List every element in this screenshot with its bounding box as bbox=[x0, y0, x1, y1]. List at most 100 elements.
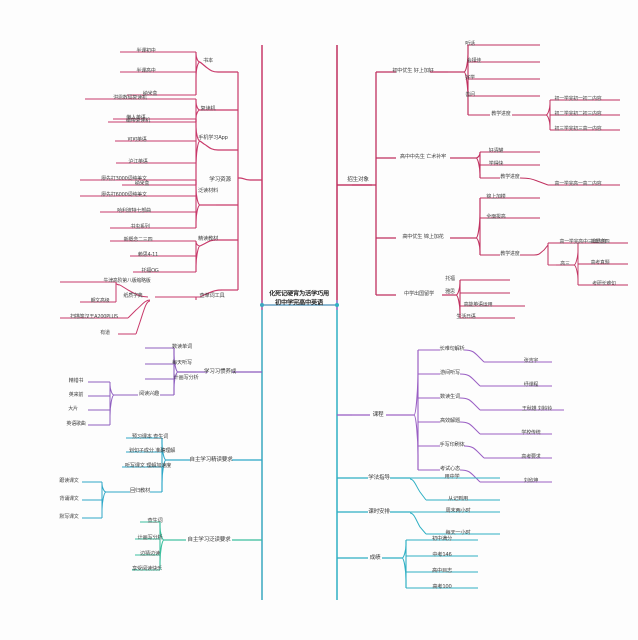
node-obedient[interactable]: 听话 bbox=[465, 41, 475, 48]
node-banke-senior[interactable]: 半课高中 bbox=[136, 68, 156, 75]
node-teacher-zhang[interactable]: 张吉宇 bbox=[523, 358, 539, 365]
branch-study-habits[interactable]: 学习习惯养成 bbox=[203, 368, 237, 375]
node-interval-dictation[interactable]: 游间听写 bbox=[440, 370, 460, 377]
node-teachers-wang-liu[interactable]: 王秋雄 刘铃铃 bbox=[521, 406, 553, 413]
branch-learning-resources[interactable]: 学习资源 bbox=[209, 176, 231, 183]
node-comprehensive-boost[interactable]: 全面拔高 bbox=[486, 214, 506, 221]
branch-grades[interactable]: 成绩 bbox=[369, 554, 381, 561]
node-preview-lookup[interactable]: 预习课本 查生词 bbox=[131, 434, 169, 441]
node-repeater[interactable]: 复读机 bbox=[200, 106, 216, 113]
node-good-foundation[interactable]: 好清罐 bbox=[488, 148, 504, 155]
node-efficient-problem-solving[interactable]: 高效解题 bbox=[440, 418, 460, 425]
node-plan-analysis[interactable]: 计画写分析 bbox=[173, 375, 199, 382]
branch-course[interactable]: 课程 bbox=[372, 411, 384, 418]
node-memory-to-use[interactable]: 从记到用 bbox=[448, 496, 468, 503]
branch-enrollment-targets[interactable]: 招生对象 bbox=[347, 176, 369, 183]
node-tape-repeater[interactable]: 磁带复读机 bbox=[125, 118, 151, 125]
branch-method-guidance[interactable]: 学法指导 bbox=[368, 474, 390, 481]
node-intensive-textbook[interactable]: 精读教材 bbox=[198, 236, 218, 243]
node-senior-remedial[interactable]: 高中中先生 亡术补牢 bbox=[399, 154, 447, 161]
node-harry-potter[interactable]: 哈利波特七部曲 bbox=[117, 208, 151, 215]
node-plan-write-analyze[interactable]: 计画写分析 bbox=[137, 535, 163, 542]
node-hujiang-english[interactable]: 沪江英语 bbox=[128, 159, 148, 166]
node-extensive-materials[interactable]: 泛读材料 bbox=[198, 188, 218, 195]
node-return-to-textbook[interactable]: 回归教材 bbox=[130, 488, 150, 495]
node-fast-learner[interactable]: 学得快 bbox=[488, 161, 504, 168]
branch-schedule[interactable]: 课时安排 bbox=[368, 508, 390, 515]
node-daily-dictation[interactable]: 每天听写 bbox=[172, 360, 192, 367]
node-dictation-comprehension[interactable]: 听写课文 理解加速度 bbox=[124, 463, 172, 470]
node-good-choice[interactable]: 会择佳 bbox=[466, 58, 482, 65]
node-ielts[interactable]: 雅思 bbox=[445, 289, 455, 296]
node-read-words[interactable]: 数读单词 bbox=[172, 344, 192, 351]
node-banke-junior[interactable]: 半课初中 bbox=[136, 48, 156, 55]
node-zhongkao-146[interactable]: 中考146 bbox=[432, 552, 452, 559]
node-write-from-memory[interactable]: 默写课文 bbox=[59, 514, 79, 521]
node-dictionary-tools[interactable]: 查单词工具 bbox=[199, 293, 225, 300]
node-nanomi-box[interactable]: 纳米盒 bbox=[142, 91, 158, 98]
node-sentence-parsing[interactable]: 划句子成分 准确理解 bbox=[128, 448, 176, 455]
node-toefl-og[interactable]: 托福OG bbox=[141, 268, 159, 275]
node-read-new-words[interactable]: 数读生词 bbox=[440, 394, 460, 401]
node-new-concept-4[interactable]: 新概念四 bbox=[590, 239, 610, 246]
node-lookup-new-words[interactable]: 查生词 bbox=[147, 518, 163, 525]
node-daily-one-hour[interactable]: 每天一小时 bbox=[445, 530, 471, 537]
center-node[interactable]: 化死记硬背为活学巧用 初中学完高中英语 bbox=[269, 290, 329, 309]
node-mobile-app[interactable]: 手机学习App bbox=[198, 135, 228, 142]
node-error-notebook[interactable]: 精错书 bbox=[68, 378, 84, 385]
node-senior-3year-progress[interactable]: 高一学完高中三年内容 bbox=[559, 239, 607, 246]
node-read-along[interactable]: 跟读课文 bbox=[59, 478, 79, 485]
node-toefl[interactable]: 托福 bbox=[445, 276, 455, 283]
node-school-tradition[interactable]: 学校传统 bbox=[521, 430, 541, 437]
node-gaokao-past-papers[interactable]: 高考真题 bbox=[590, 260, 610, 267]
node-course-style[interactable]: 纾课程 bbox=[523, 382, 539, 389]
branch-intensive-reading[interactable]: 自主学习精读要求 bbox=[189, 456, 233, 463]
node-junior-full-marks[interactable]: 初中满分 bbox=[432, 536, 452, 543]
node-senior-excellent[interactable]: 高中优生 锦上加花 bbox=[402, 234, 444, 241]
node-learn-by-using[interactable]: 用中学 bbox=[444, 474, 460, 481]
node-longman-advanced[interactable]: 朗文高级 bbox=[90, 298, 110, 305]
node-teaching-progress-junior[interactable]: 教学进度 bbox=[491, 111, 511, 118]
node-senior-goal[interactable]: 高中目志 bbox=[432, 568, 452, 575]
node-weekend-two-hours[interactable]: 周末两小时 bbox=[445, 508, 471, 515]
node-study-abroad[interactable]: 中学出国留学 bbox=[404, 291, 434, 298]
node-youdao[interactable]: 有道 bbox=[100, 330, 110, 337]
node-practical-english[interactable]: 高能英语运用 bbox=[463, 302, 493, 309]
branch-extensive-reading[interactable]: 自主学习泛读要求 bbox=[187, 536, 231, 543]
node-long-sentence-analysis[interactable]: 长难句解析 bbox=[439, 346, 465, 353]
node-books[interactable]: 书本 bbox=[203, 58, 213, 65]
node-senior1-progress[interactable]: 高一学完高一高二内容 bbox=[554, 181, 602, 188]
node-icing-on-cake[interactable]: 锦上加楼 bbox=[486, 194, 506, 201]
node-guess-while-reading[interactable]: 边猜边读 bbox=[140, 551, 160, 558]
node-grade7-progress[interactable]: 初一学完初一初二内容 bbox=[554, 96, 602, 103]
node-3000-words[interactable]: 廖先打3000词纯美文 bbox=[101, 176, 147, 183]
node-senior3[interactable]: 高三 bbox=[560, 261, 570, 268]
node-grade8-progress[interactable]: 初二学完初二初三内容 bbox=[554, 111, 602, 118]
node-teacher-liu[interactable]: 刘欣坤 bbox=[523, 478, 539, 485]
node-hongen-repeater[interactable]: 洪恩数码复读机 bbox=[113, 95, 147, 102]
node-enjoy-reading[interactable]: 享受阅读快乐 bbox=[132, 566, 162, 573]
node-6000-words[interactable]: 廖先打6000词纯美文 bbox=[101, 192, 147, 199]
node-handwriting-print[interactable]: 手写印刷体 bbox=[439, 442, 465, 449]
node-junior-excellent[interactable]: 初中优生 好上加好 bbox=[392, 68, 434, 75]
node-new-concept-234[interactable]: 新概念二三四 bbox=[123, 237, 153, 244]
node-inquisitive[interactable]: 善问 bbox=[465, 92, 475, 99]
node-oxford-advanced[interactable]: 牛津高阶第八版缩略版 bbox=[103, 278, 151, 285]
node-lazy-english[interactable]: 懒人英语 bbox=[126, 115, 146, 122]
node-studious[interactable]: 好学 bbox=[465, 75, 475, 82]
node-paper-dictionary[interactable]: 纸质字典 bbox=[123, 293, 143, 300]
node-reading-interest[interactable]: 阅读兴趣 bbox=[139, 391, 159, 398]
node-daily-japanese[interactable]: 生活日语 bbox=[456, 314, 476, 321]
node-scan-pen[interactable]: 扫描笔汉王A200PLUS bbox=[70, 314, 118, 321]
node-gaokao-requirement[interactable]: 高考要求 bbox=[521, 454, 541, 461]
node-gaokao-100[interactable]: 高考100 bbox=[432, 584, 452, 591]
node-postgrad-long-sentences[interactable]: 考研长难句 bbox=[592, 281, 616, 288]
node-recite-text[interactable]: 背诵课文 bbox=[59, 496, 79, 503]
node-grade9-progress[interactable]: 初三学完初三高一内容 bbox=[554, 126, 602, 133]
node-bookworm-series[interactable]: 书虫系列 bbox=[130, 224, 150, 231]
node-english-songs[interactable]: 英语歌曲 bbox=[66, 421, 86, 428]
node-exam-mindset[interactable]: 考试心态 bbox=[440, 466, 460, 473]
node-nanomi-box-2[interactable]: 纳米盒 bbox=[134, 181, 150, 188]
node-keke-english[interactable]: 可可英语 bbox=[127, 137, 147, 144]
node-movies[interactable]: 大片 bbox=[68, 406, 78, 413]
